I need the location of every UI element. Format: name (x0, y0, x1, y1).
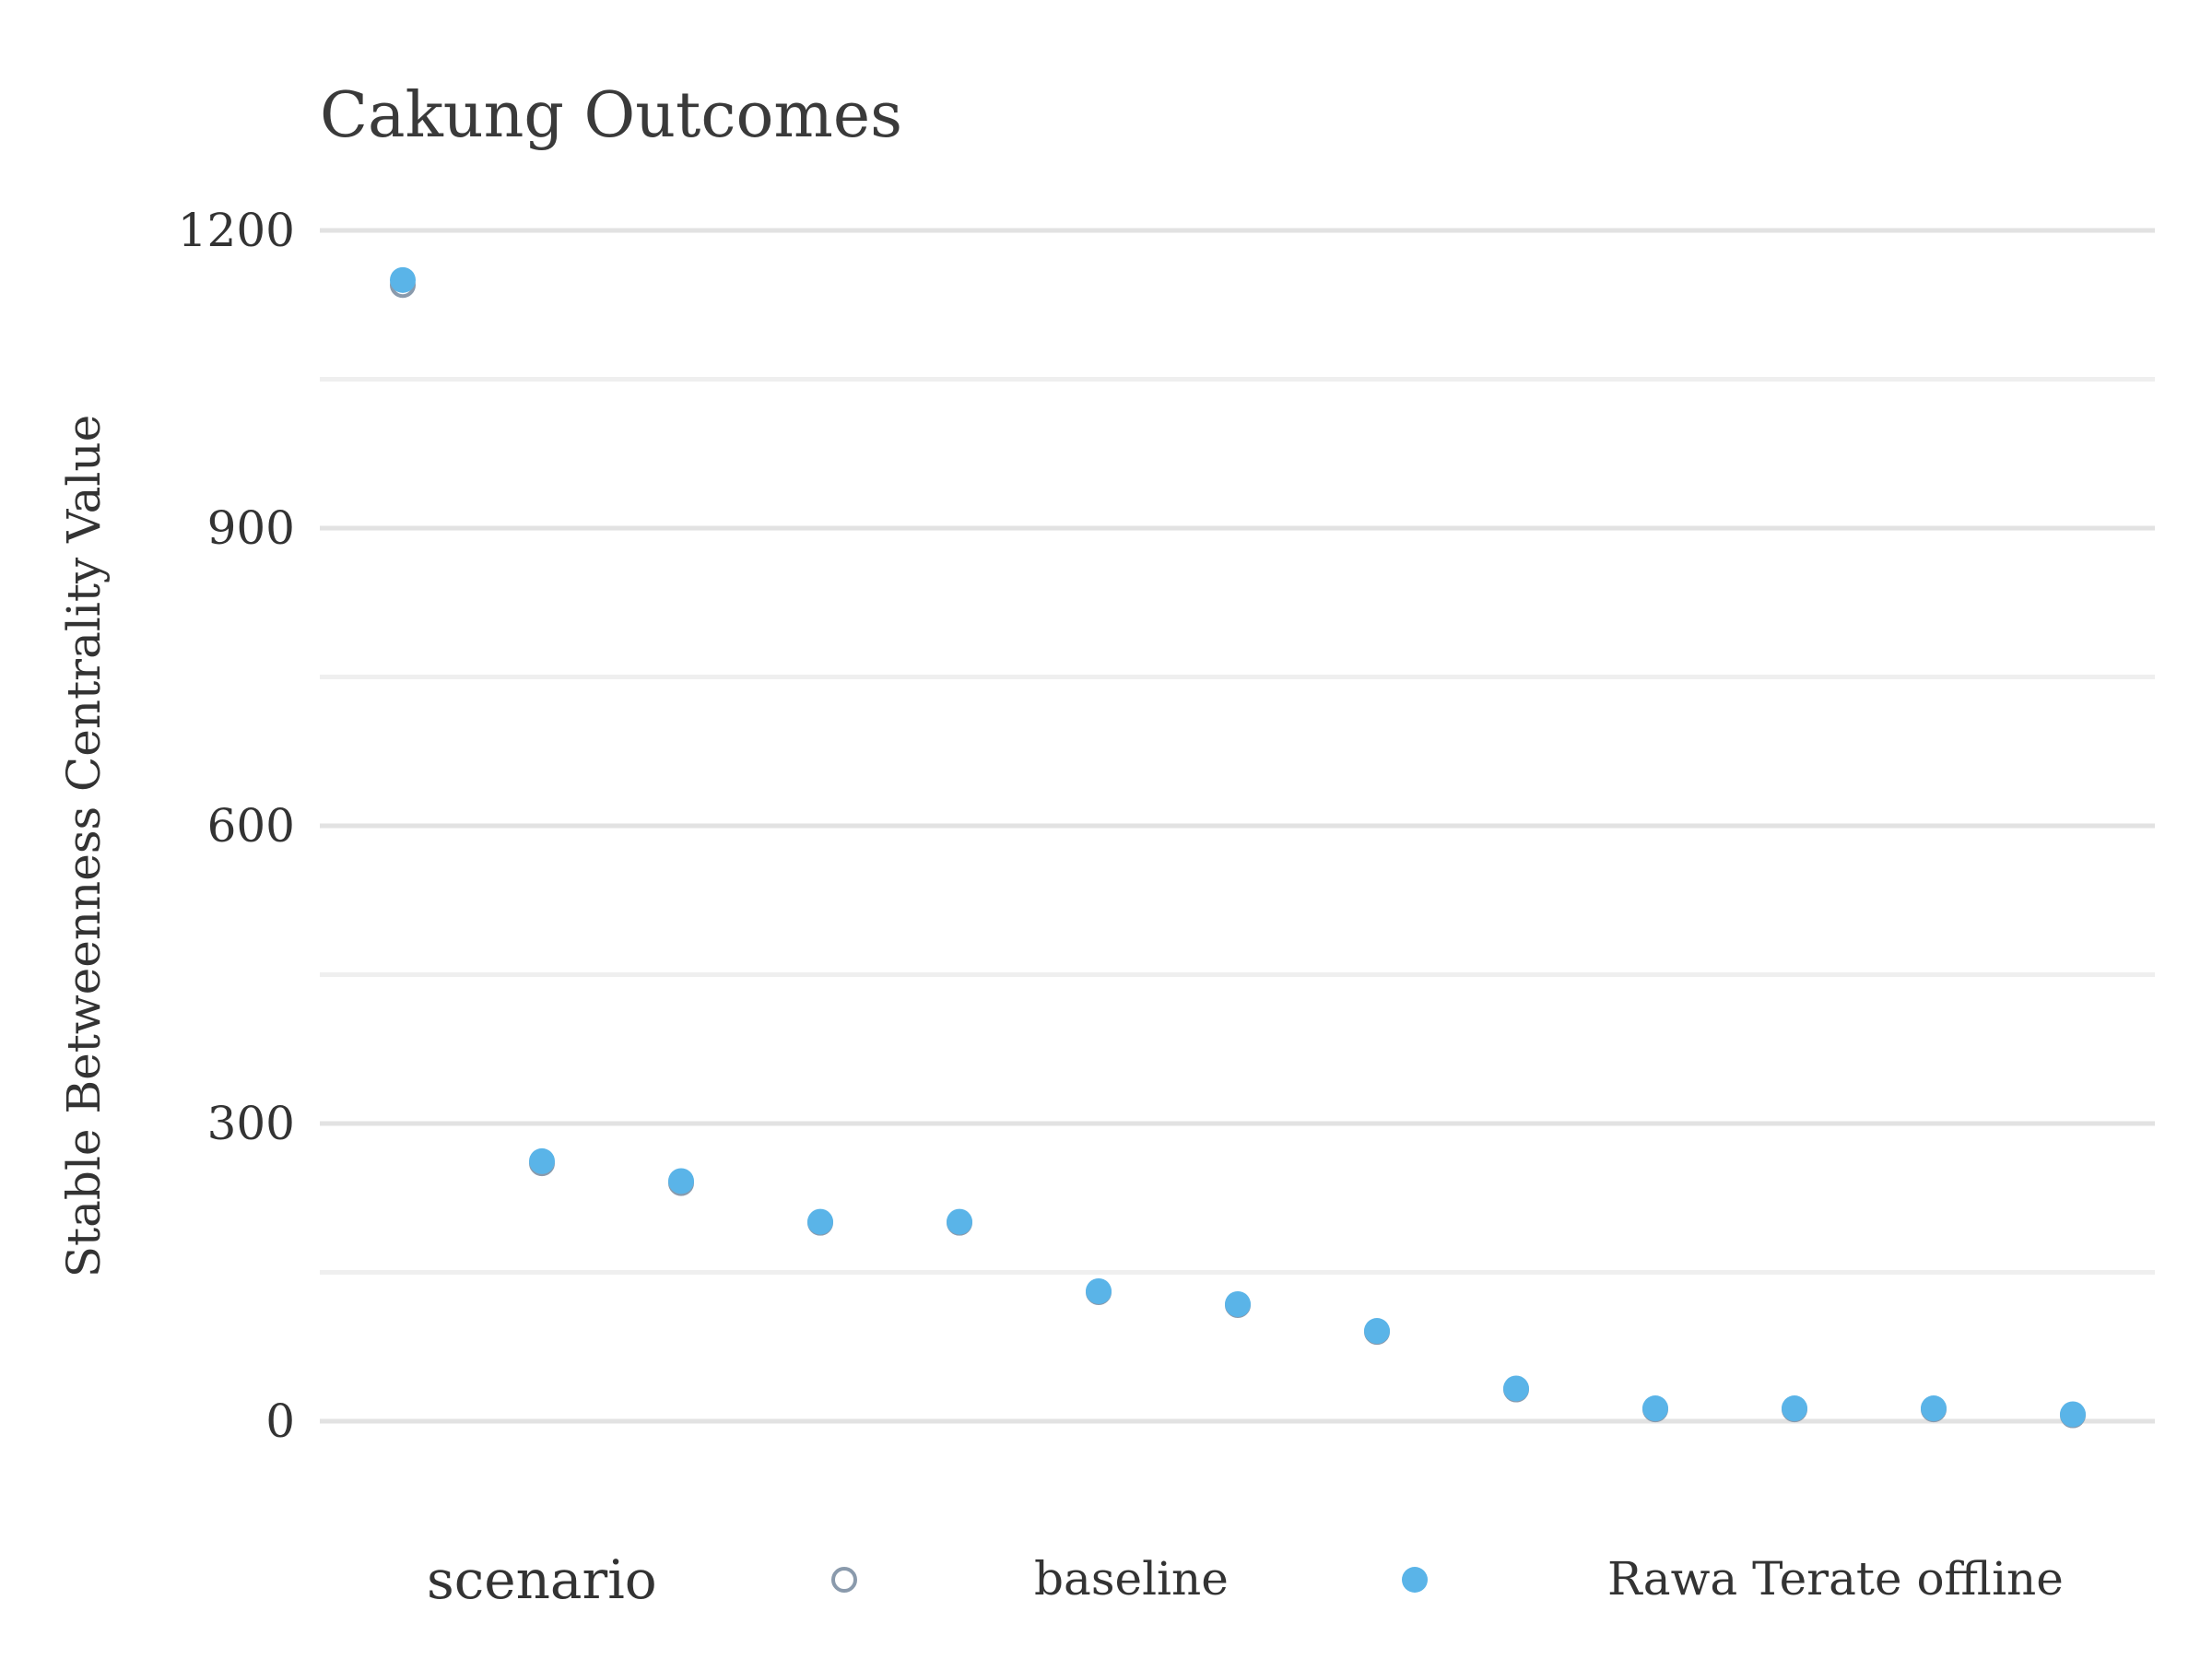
data-point-rawa-terate-offline (1225, 1290, 1251, 1317)
data-point-rawa-terate-offline (1642, 1395, 1668, 1422)
data-point-rawa-terate-offline (668, 1168, 694, 1194)
data-points (390, 266, 2086, 1429)
data-point-rawa-terate-offline (2060, 1401, 2086, 1428)
legend-title: scenario (427, 1548, 657, 1611)
chart-title: Cakung Outcomes (320, 79, 902, 152)
data-point-rawa-terate-offline (1921, 1395, 1947, 1422)
y-tick-label: 300 (207, 1097, 295, 1150)
data-point-rawa-terate-offline (947, 1208, 972, 1235)
data-point-rawa-terate-offline (1782, 1395, 1807, 1422)
data-point-rawa-terate-offline (1086, 1277, 1112, 1304)
data-point-rawa-terate-offline (807, 1208, 833, 1235)
data-point-rawa-terate-offline (1503, 1375, 1529, 1402)
legend-key-baseline (831, 1567, 857, 1593)
legend: scenario baseline Rawa Terate offline (427, 1548, 2064, 1611)
y-axis-label: Stable Betweenness Centrality Value (57, 415, 111, 1277)
legend-key-rawa-terate-offline (1402, 1567, 1428, 1593)
gridlines (320, 228, 2155, 1424)
y-tick-label: 1200 (178, 204, 295, 257)
y-tick-label: 600 (207, 799, 295, 853)
y-tick-label: 0 (265, 1394, 295, 1448)
legend-label-rawa-terate-offline: Rawa Terate offline (1607, 1552, 2064, 1606)
y-tick-label: 900 (207, 501, 295, 555)
data-point-rawa-terate-offline (529, 1147, 555, 1174)
data-point-rawa-terate-offline (390, 266, 416, 293)
y-tick-labels: 0 300 600 900 1200 (178, 204, 295, 1448)
legend-label-baseline: baseline (1034, 1552, 1229, 1606)
data-point-rawa-terate-offline (1364, 1318, 1390, 1345)
